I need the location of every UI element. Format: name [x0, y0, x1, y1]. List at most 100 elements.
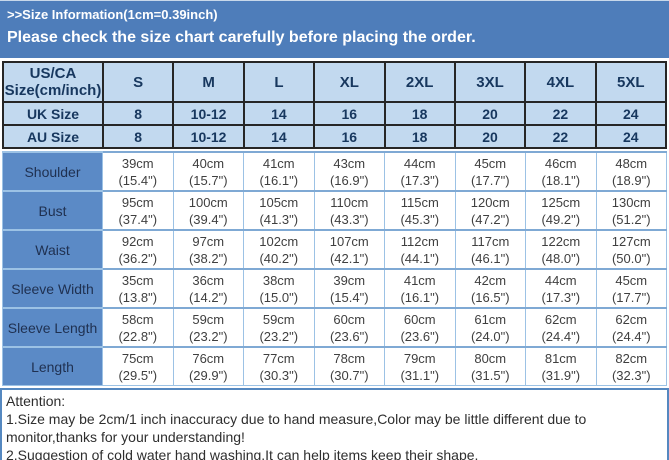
inch-value: (17.3") [400, 172, 440, 188]
measurement-cell: 45cm (17.7") [454, 151, 526, 192]
uk-size-value: 22 [524, 101, 597, 126]
measurement-cell: 59cm (23.2") [172, 307, 244, 348]
inch-value: (36.2") [118, 250, 158, 266]
inch-value: (23.6") [400, 328, 440, 344]
inch-value: (51.2") [611, 211, 651, 227]
inch-value: (18.1") [541, 172, 581, 188]
inch-value: (24.4") [611, 328, 651, 344]
au-size-value: 8 [101, 124, 175, 149]
inch-value: (29.5") [118, 367, 158, 383]
size-name-row: US/CA Size(cm/inch) S M L XL 2XL 3XL 4XL… [2, 61, 668, 103]
inch-value: (39.4") [188, 211, 228, 227]
corner-line2: Size(cm/inch) [4, 82, 102, 99]
cm-value: 42cm [474, 272, 507, 288]
measurement-cell: 97cm (38.2") [172, 229, 244, 270]
au-size-value: 16 [313, 124, 386, 149]
banner-subtitle: Please check the size chart carefully be… [7, 29, 476, 46]
banner-title: >>Size Information(1cm=0.39inch) [7, 7, 218, 22]
measurement-cell: 130cm (51.2") [595, 190, 667, 231]
inch-value: (16.9") [329, 172, 369, 188]
measurement-cell: 59cm (23.2") [243, 307, 315, 348]
au-size-value: 20 [453, 124, 527, 149]
cm-value: 120cm [470, 194, 510, 210]
cm-value: 79cm [403, 350, 436, 366]
measurement-row-length: Length 75cm (29.5") 76cm (29.9") 77cm (30.3… [2, 346, 667, 386]
cm-value: 107cm [329, 233, 369, 249]
cm-value: 95cm [121, 194, 154, 210]
cm-value: 60cm [333, 311, 366, 327]
measurement-cell: 75cm (29.5") [102, 346, 174, 386]
cm-value: 44cm [403, 155, 436, 171]
inch-value: (15.0") [259, 289, 299, 305]
au-size-value: 22 [524, 124, 597, 149]
measurement-cell: 77cm (30.3") [243, 346, 315, 386]
inch-value: (37.4") [118, 211, 158, 227]
size-header-table: US/CA Size(cm/inch) S M L XL 2XL 3XL 4XL… [2, 61, 668, 149]
corner-line1: US/CA [29, 65, 77, 82]
cm-value: 43cm [333, 155, 366, 171]
cm-value: 36cm [192, 272, 225, 288]
measurement-row-shoulder: Shoulder 39cm (15.4") 40cm (15.7") 41cm (16… [2, 151, 667, 192]
inch-value: (40.2") [259, 250, 299, 266]
measurement-cell: 79cm (31.1") [384, 346, 456, 386]
size-col-header: 4XL [524, 61, 597, 103]
cm-value: 82cm [615, 350, 648, 366]
measurement-cell: 39cm (15.4") [313, 268, 385, 309]
inch-value: (45.3") [400, 211, 440, 227]
inch-value: (48.0") [541, 250, 581, 266]
cm-value: 46cm [544, 155, 577, 171]
au-size-value: 24 [594, 124, 668, 149]
cm-value: 45cm [474, 155, 507, 171]
cm-value: 92cm [121, 233, 154, 249]
inch-value: (17.3") [541, 289, 581, 305]
measurement-row-sleeve-length: Sleeve Length 58cm (22.8") 59cm (23.2") 59… [2, 307, 667, 348]
attention-box: Attention: 1.Size may be 2cm/1 inch inac… [0, 388, 669, 460]
inch-value: (22.8") [118, 328, 158, 344]
measurement-label: Sleeve Width [2, 268, 103, 309]
inch-value: (42.1") [329, 250, 369, 266]
measurement-cell: 58cm (22.8") [102, 307, 174, 348]
measurement-row-bust: Bust 95cm (37.4") 100cm (39.4") 105cm (41.3… [2, 190, 667, 231]
size-col-header: L [242, 61, 316, 103]
inch-value: (29.9") [188, 367, 228, 383]
inch-value: (16.1") [259, 172, 299, 188]
cm-value: 39cm [333, 272, 366, 288]
size-col-header: M [172, 61, 245, 103]
measurement-cell: 44cm (17.3") [384, 151, 456, 192]
cm-value: 60cm [403, 311, 436, 327]
measurement-table: Shoulder 39cm (15.4") 40cm (15.7") 41cm (16… [2, 151, 667, 386]
uk-size-value: 20 [453, 101, 527, 126]
uk-size-value: 14 [242, 101, 316, 126]
cm-value: 44cm [544, 272, 577, 288]
uk-size-value: 10-12 [172, 101, 245, 126]
measurement-cell: 41cm (16.1") [384, 268, 456, 309]
inch-value: (50.0") [611, 250, 651, 266]
measurement-cell: 61cm (24.0") [454, 307, 526, 348]
measurement-cell: 105cm (41.3") [243, 190, 315, 231]
inch-value: (41.3") [259, 211, 299, 227]
au-size-value: 18 [383, 124, 456, 149]
measurement-cell: 40cm (15.7") [172, 151, 244, 192]
measurement-cell: 92cm (36.2") [102, 229, 174, 270]
cm-value: 127cm [611, 233, 651, 249]
cm-value: 122cm [541, 233, 581, 249]
measurement-cell: 125cm (49.2") [525, 190, 597, 231]
size-col-header: 5XL [594, 61, 668, 103]
cm-value: 105cm [259, 194, 299, 210]
au-size-value: 10-12 [172, 124, 245, 149]
cm-value: 80cm [474, 350, 507, 366]
cm-value: 41cm [262, 155, 295, 171]
inch-value: (16.5") [470, 289, 510, 305]
cm-value: 39cm [121, 155, 154, 171]
measurement-cell: 80cm (31.5") [454, 346, 526, 386]
measurement-cell: 62cm (24.4") [525, 307, 597, 348]
measurement-cell: 78cm (30.7") [313, 346, 385, 386]
inch-value: (16.1") [400, 289, 440, 305]
cm-value: 110cm [330, 194, 369, 210]
cm-value: 48cm [615, 155, 648, 171]
inch-value: (13.8") [118, 289, 158, 305]
measurement-row-sleeve-width: Sleeve Width 35cm (13.8") 36cm (14.2") 38c… [2, 268, 667, 309]
au-size-row: AU Size 8 10-12 14 16 18 20 22 24 [2, 124, 668, 149]
inch-value: (31.5") [470, 367, 510, 383]
cm-value: 117cm [471, 233, 510, 249]
